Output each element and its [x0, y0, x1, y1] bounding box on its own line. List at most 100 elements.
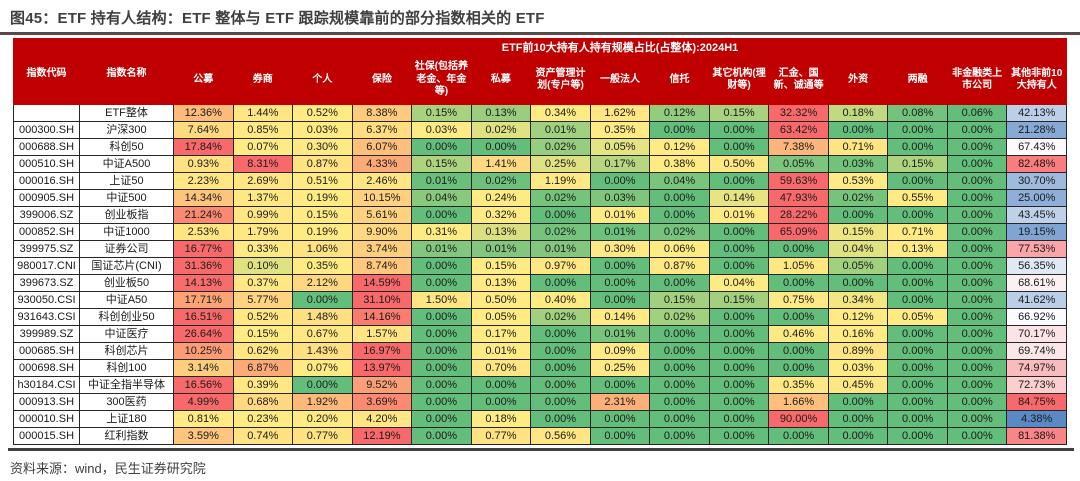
- value-cell: 0.00%: [649, 410, 710, 428]
- value-cell: 0.00%: [411, 308, 472, 326]
- value-cell: 21.24%: [173, 206, 234, 224]
- table-row: 000010.SH 上证180 0.81% 0.23% 0.20% 4.20% 0.00% 0…: [13, 410, 1067, 428]
- value-cell: 69.74%: [1006, 342, 1067, 360]
- index-code-cell: 000685.SH: [13, 342, 80, 360]
- column-header: 一般法人: [589, 55, 651, 105]
- value-cell: 0.00%: [887, 291, 948, 309]
- span-header: ETF前10大持有人持有规模占比(占整体):2024H1: [173, 38, 1067, 56]
- value-cell: 0.00%: [946, 138, 1008, 156]
- value-cell: 7.38%: [768, 138, 829, 156]
- value-cell: 0.00%: [411, 393, 472, 411]
- value-cell: 0.34%: [827, 291, 889, 309]
- value-cell: 12.36%: [173, 104, 234, 122]
- index-code-cell: 399989.SZ: [13, 325, 80, 343]
- value-cell: 0.02%: [530, 308, 591, 326]
- value-cell: 0.00%: [946, 342, 1008, 360]
- value-cell: 0.00%: [946, 376, 1008, 394]
- value-cell: 0.12%: [649, 138, 710, 156]
- value-cell: 0.00%: [530, 393, 591, 411]
- value-cell: 0.25%: [589, 359, 651, 377]
- table-row: h30184.CSI 中证全指半导体 16.56% 0.39% 0.00% 9.52% 0.…: [13, 376, 1067, 394]
- value-cell: 0.07%: [232, 138, 294, 156]
- value-cell: 0.00%: [708, 308, 770, 326]
- value-cell: 1.62%: [589, 104, 651, 122]
- index-code-cell: [13, 104, 80, 122]
- value-cell: 0.00%: [411, 325, 472, 343]
- value-cell: 0.31%: [411, 223, 472, 241]
- value-cell: 43.45%: [1006, 206, 1067, 224]
- value-cell: 0.00%: [946, 121, 1008, 139]
- value-cell: 6.87%: [232, 359, 294, 377]
- index-name-cell: 沪深300: [79, 121, 174, 139]
- value-cell: 0.01%: [589, 325, 651, 343]
- value-cell: 0.02%: [649, 308, 710, 326]
- value-cell: 66.92%: [1006, 308, 1067, 326]
- index-code-cell: 000010.SH: [13, 410, 80, 428]
- value-cell: 4.33%: [351, 155, 413, 173]
- value-cell: 0.81%: [173, 410, 234, 428]
- value-cell: 1.43%: [292, 342, 353, 360]
- value-cell: 1.37%: [232, 189, 294, 207]
- table-row: 000905.SH 中证500 14.34% 1.37% 0.19% 10.15% 0.04…: [13, 189, 1067, 207]
- value-cell: 0.30%: [292, 138, 353, 156]
- value-cell: 0.40%: [530, 291, 591, 309]
- value-cell: 16.77%: [173, 240, 234, 258]
- value-cell: 0.00%: [530, 359, 591, 377]
- column-header: 信托: [649, 55, 710, 105]
- value-cell: 31.36%: [173, 257, 234, 275]
- value-cell: 0.13%: [470, 223, 532, 241]
- index-name-cell: 300医药: [79, 393, 174, 411]
- index-code-cell: 931643.CSI: [13, 308, 80, 326]
- value-cell: 41.62%: [1006, 291, 1067, 309]
- value-cell: 0.00%: [887, 206, 948, 224]
- value-cell: 0.01%: [589, 223, 651, 241]
- value-cell: 67.43%: [1006, 138, 1067, 156]
- value-cell: 0.00%: [768, 308, 829, 326]
- etf-holder-structure-table: 指数代码 指数名称 ETF前10大持有人持有规模占比(占整体):2024H1 公募 券商…: [13, 38, 1067, 445]
- value-cell: 0.01%: [411, 172, 472, 190]
- value-cell: 14.13%: [173, 274, 234, 292]
- footer-divider: [8, 448, 1074, 451]
- value-cell: 5.77%: [232, 291, 294, 309]
- value-cell: 0.04%: [708, 274, 770, 292]
- value-cell: 0.00%: [589, 257, 651, 275]
- value-cell: 0.01%: [589, 206, 651, 224]
- index-name-cell: 中证A500: [79, 155, 174, 173]
- value-cell: 2.23%: [173, 172, 234, 190]
- value-cell: 0.00%: [946, 291, 1008, 309]
- value-cell: 0.87%: [649, 257, 710, 275]
- value-cell: 0.00%: [946, 427, 1008, 445]
- value-cell: 17.71%: [173, 291, 234, 309]
- value-cell: 0.67%: [292, 325, 353, 343]
- value-cell: 3.59%: [173, 427, 234, 445]
- value-cell: 0.33%: [232, 240, 294, 258]
- value-cell: 0.00%: [887, 393, 948, 411]
- index-name-cell: 科创100: [79, 359, 174, 377]
- value-cell: 0.00%: [708, 240, 770, 258]
- value-cell: 0.00%: [887, 359, 948, 377]
- value-cell: 0.00%: [649, 393, 710, 411]
- value-cell: 0.05%: [470, 308, 532, 326]
- value-cell: 0.00%: [887, 342, 948, 360]
- index-name-cell: 中证医疗: [79, 325, 174, 343]
- index-code-cell: h30184.CSI: [13, 376, 80, 394]
- value-cell: 0.14%: [708, 189, 770, 207]
- table-row: 399975.SZ 证券公司 16.77% 0.33% 1.06% 3.74% 0.01% 0…: [13, 240, 1067, 258]
- column-header: 公募: [173, 55, 234, 105]
- value-cell: 1.05%: [768, 257, 829, 275]
- value-cell: 1.50%: [411, 291, 472, 309]
- value-cell: 0.03%: [411, 121, 472, 139]
- column-header: 非金融类上市公司: [946, 55, 1008, 105]
- value-cell: 0.75%: [768, 291, 829, 309]
- value-cell: 0.71%: [887, 223, 948, 241]
- table-row: 000913.SH 300医药 4.99% 0.68% 1.92% 3.69% 0.00% 0…: [13, 393, 1067, 411]
- value-cell: 0.00%: [530, 325, 591, 343]
- value-cell: 0.25%: [530, 155, 591, 173]
- column-header: 私募: [470, 55, 532, 105]
- value-cell: 0.00%: [827, 410, 889, 428]
- value-cell: 0.00%: [708, 427, 770, 445]
- value-cell: 0.00%: [589, 410, 651, 428]
- value-cell: 8.31%: [232, 155, 294, 173]
- value-cell: 0.00%: [887, 121, 948, 139]
- value-cell: 90.00%: [768, 410, 829, 428]
